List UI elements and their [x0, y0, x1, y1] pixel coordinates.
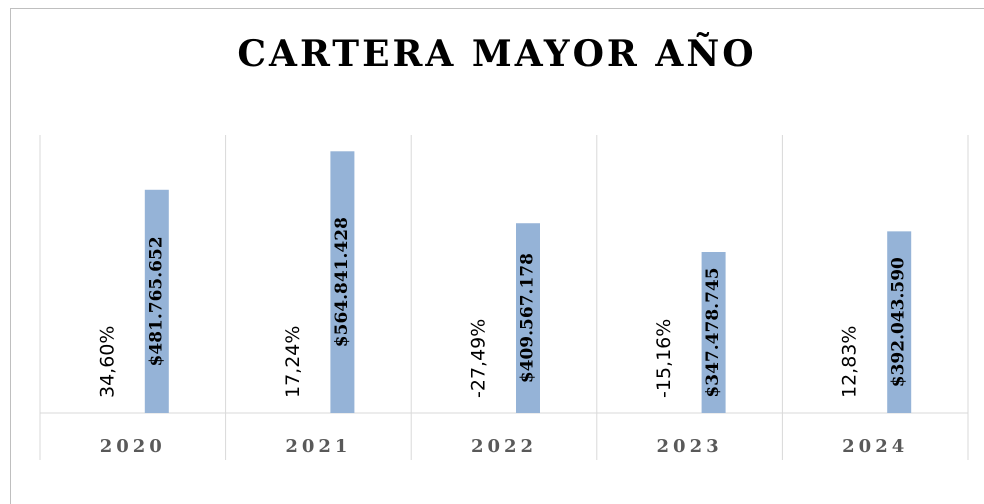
x-tick-label: 2021 — [285, 436, 351, 457]
bar — [701, 252, 726, 413]
chart-frame — [10, 8, 984, 504]
data-label: $347.478.745 — [703, 267, 723, 397]
data-label: -15,16% — [653, 319, 675, 398]
x-tick-label: 2024 — [842, 436, 908, 457]
data-label: 12,83% — [839, 326, 861, 398]
data-label: $392.043.590 — [889, 257, 909, 387]
bar — [516, 223, 540, 413]
bar — [887, 231, 912, 413]
data-label: 17,24% — [282, 326, 304, 398]
data-label: 34,60% — [96, 326, 118, 398]
data-label: $481.765.652 — [146, 236, 166, 366]
data-label: $564.841.428 — [332, 217, 352, 347]
data-label: -27,49% — [468, 319, 490, 398]
chart-title: CARTERA MAYOR AÑO — [237, 33, 756, 75]
bar — [330, 151, 355, 413]
x-tick-label: 2020 — [100, 436, 166, 457]
x-tick-label: 2022 — [471, 436, 537, 457]
data-label: $409.567.178 — [518, 253, 538, 383]
x-tick-label: 2023 — [657, 436, 723, 457]
bar — [144, 189, 169, 413]
